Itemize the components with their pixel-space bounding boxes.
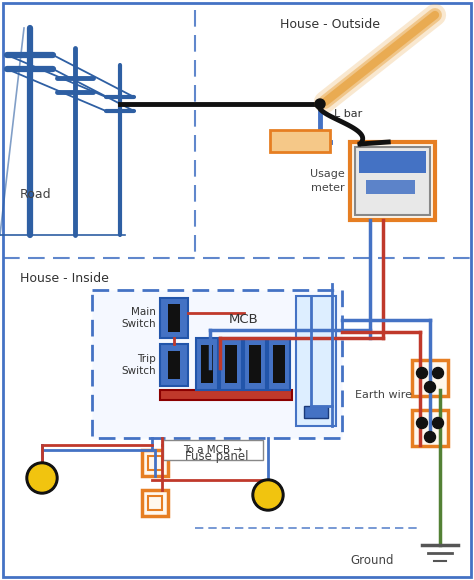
Bar	[148, 456, 162, 470]
Bar	[359, 151, 426, 173]
Bar	[225, 345, 237, 383]
Bar	[412, 410, 448, 446]
Bar	[92, 290, 342, 438]
Circle shape	[252, 479, 284, 511]
Text: Trip
Switch: Trip Switch	[121, 354, 156, 376]
Text: Earth wire: Earth wire	[355, 390, 412, 400]
Bar	[148, 496, 162, 510]
Bar	[168, 351, 180, 379]
Bar	[142, 450, 168, 476]
FancyBboxPatch shape	[270, 130, 330, 152]
Bar	[163, 440, 263, 460]
Circle shape	[425, 382, 436, 393]
Bar	[355, 147, 430, 215]
Bar	[168, 304, 180, 332]
Circle shape	[417, 368, 428, 379]
Circle shape	[417, 418, 428, 429]
Text: Fuse panel: Fuse panel	[185, 450, 249, 463]
Bar	[249, 345, 261, 383]
Circle shape	[432, 418, 444, 429]
Bar	[304, 406, 328, 418]
Bar	[412, 360, 448, 396]
Circle shape	[26, 462, 58, 494]
Text: Main
Switch: Main Switch	[121, 307, 156, 329]
Bar	[220, 338, 242, 390]
Circle shape	[432, 368, 444, 379]
Bar	[142, 490, 168, 516]
Bar	[273, 345, 285, 383]
Bar	[268, 338, 290, 390]
Bar	[296, 296, 336, 426]
Bar	[160, 298, 188, 338]
Bar	[366, 180, 415, 194]
Circle shape	[29, 465, 55, 491]
Circle shape	[425, 432, 436, 443]
Bar	[244, 338, 266, 390]
Bar	[160, 390, 292, 400]
Text: Ground: Ground	[350, 553, 393, 567]
Bar	[196, 338, 218, 390]
Text: MCB: MCB	[229, 313, 259, 326]
Bar	[350, 142, 435, 220]
Circle shape	[255, 482, 281, 508]
Text: L bar: L bar	[334, 109, 362, 119]
Bar	[160, 344, 188, 386]
Circle shape	[315, 99, 325, 109]
Text: House - Outside: House - Outside	[280, 18, 380, 31]
Text: House - Inside: House - Inside	[20, 272, 109, 285]
Bar	[201, 345, 213, 383]
Text: Usage
meter: Usage meter	[310, 169, 345, 193]
Text: To a MCB →: To a MCB →	[183, 445, 243, 455]
Text: Road: Road	[20, 188, 52, 201]
